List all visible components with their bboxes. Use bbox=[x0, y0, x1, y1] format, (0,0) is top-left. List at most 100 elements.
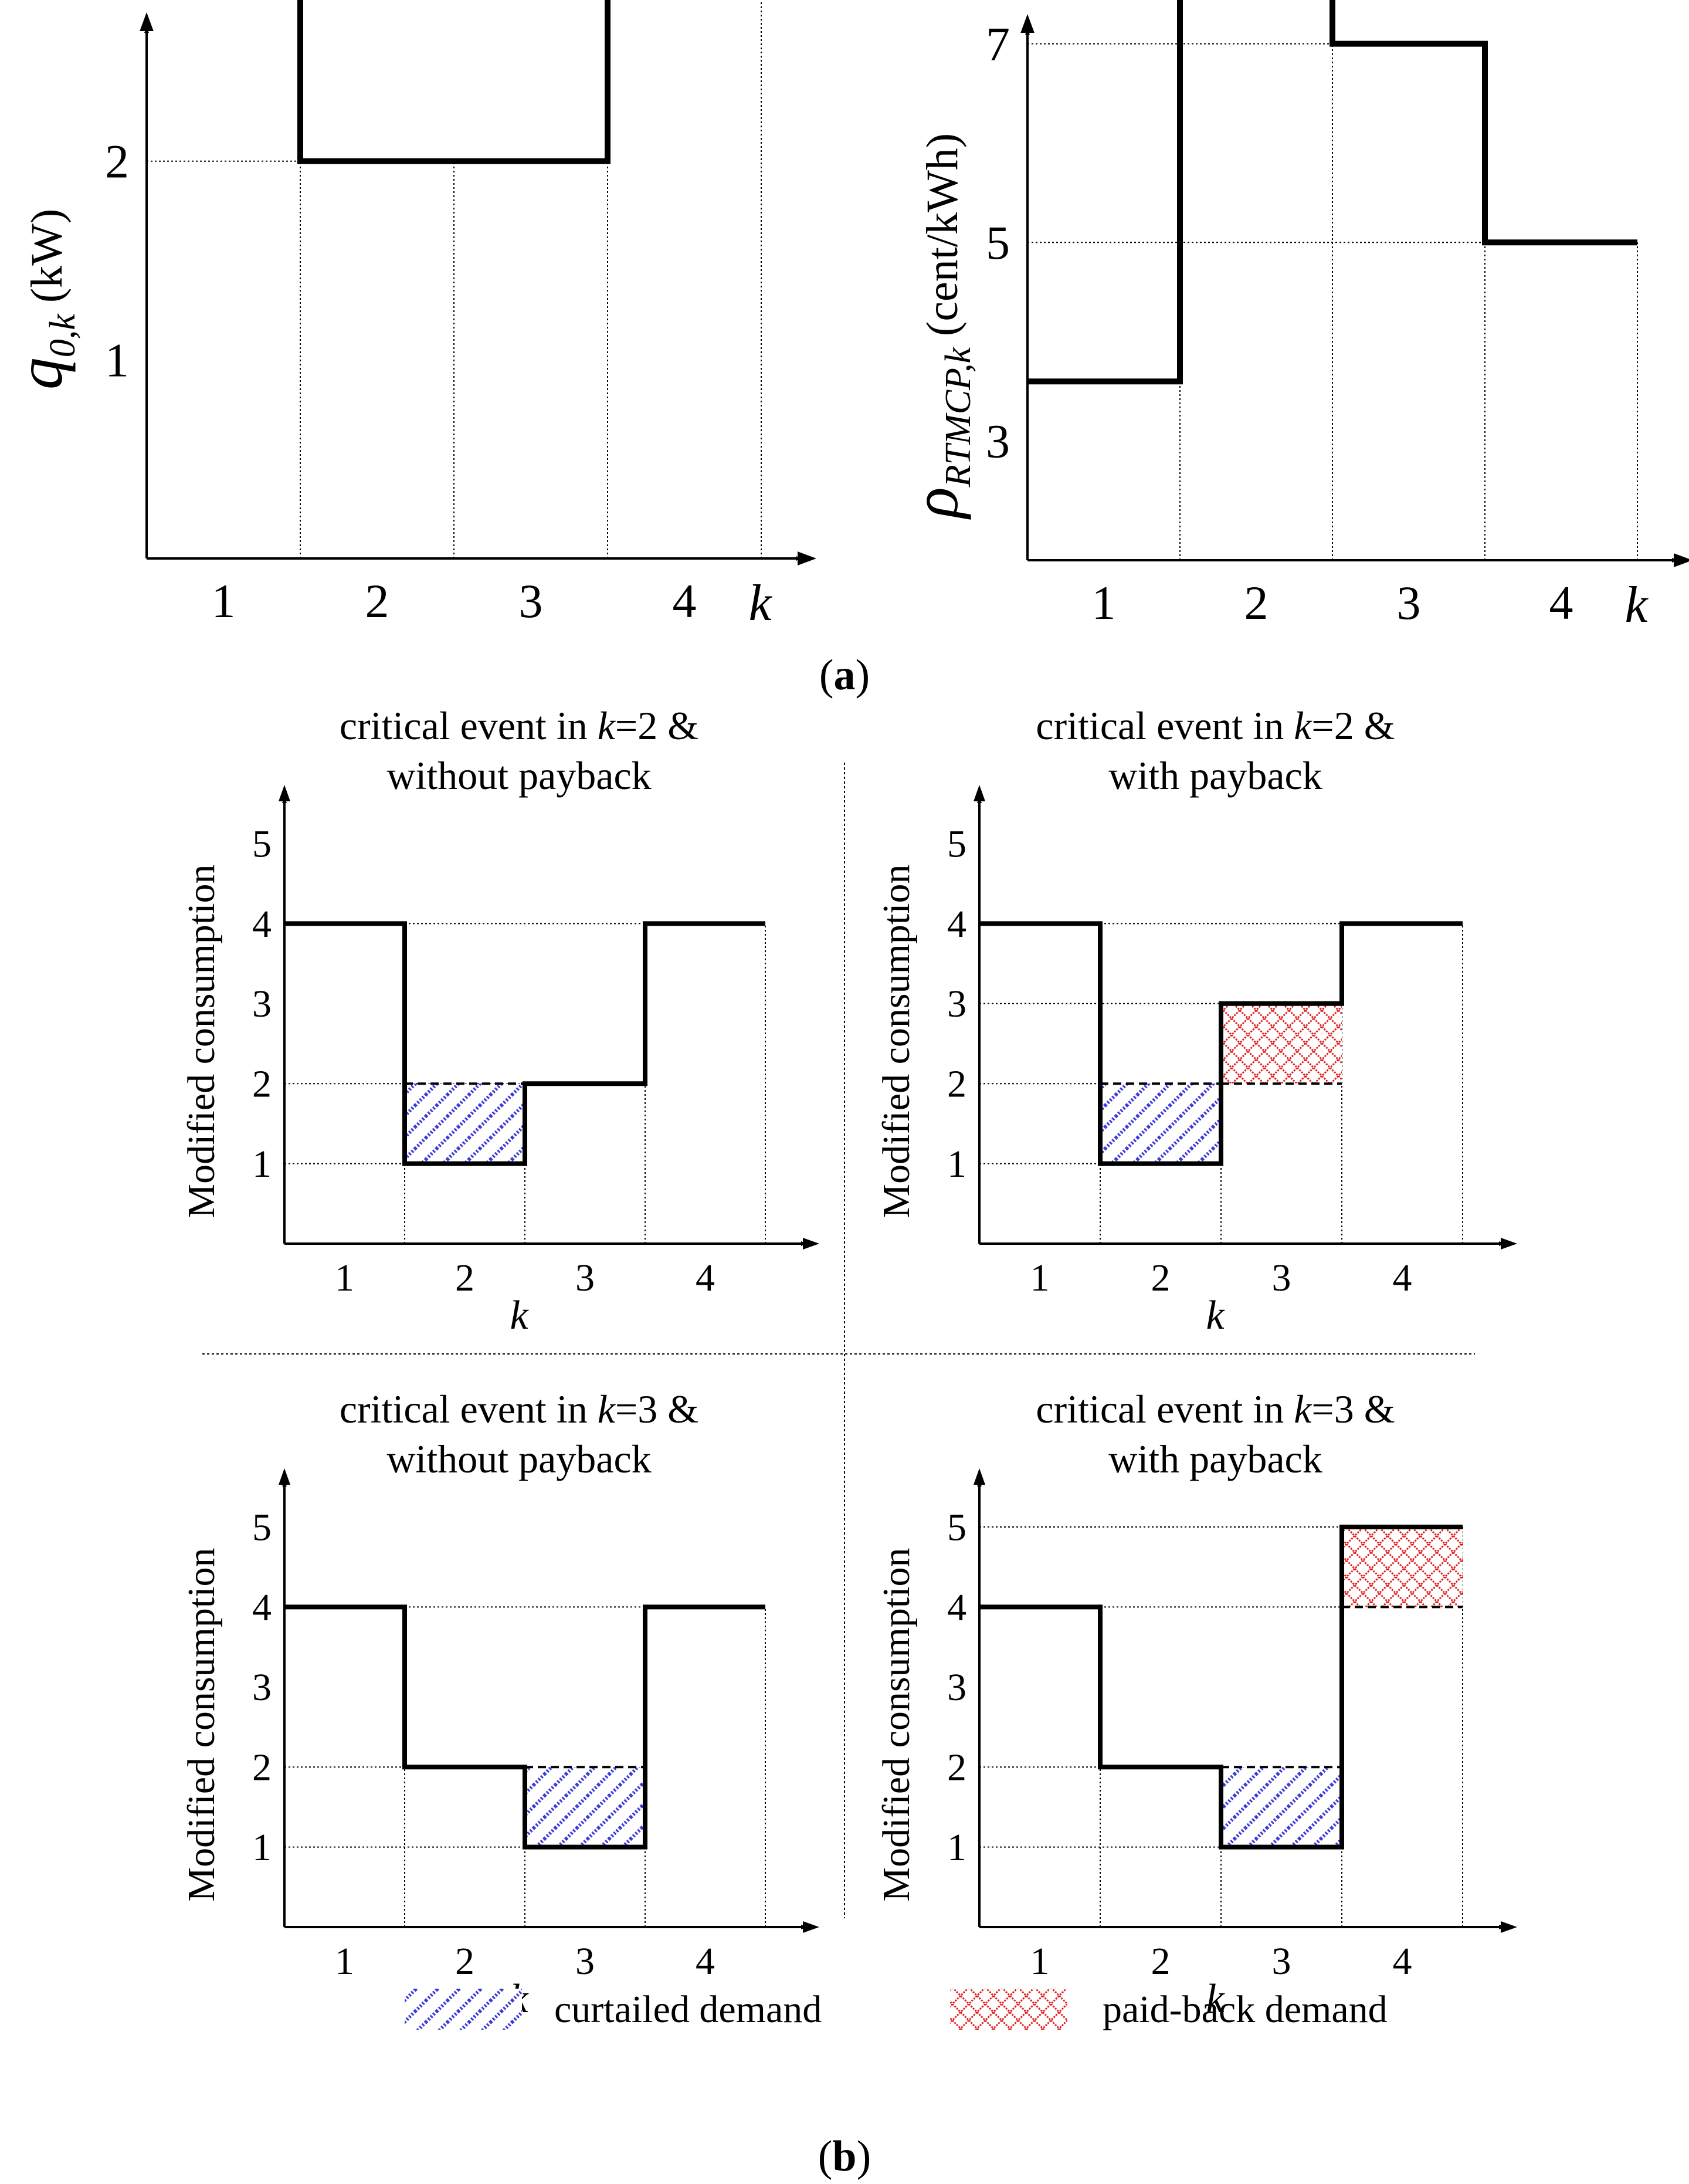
y-tick-label: 1 bbox=[252, 1143, 272, 1186]
y-axis-label: q0,k (kW) bbox=[4, 209, 83, 390]
legend-label-curtailed: curtailed demand bbox=[554, 1988, 822, 2031]
y-tick-label: 3 bbox=[986, 415, 1010, 468]
chart-k2-without: 1 2 3 4 k 1 2 3 4 5 Modified consumption critical e… bbox=[180, 703, 819, 1338]
x-axis-arrow bbox=[1501, 1238, 1517, 1250]
y-tick-label: 4 bbox=[252, 903, 272, 946]
x-tick-label: 2 bbox=[1244, 576, 1269, 629]
x-axis-arrow bbox=[803, 1921, 819, 1933]
series-step-line bbox=[284, 1604, 765, 1850]
y-axis-arrow bbox=[974, 1468, 985, 1485]
chart-k3-with: 1 2 3 4 k 1 2 3 4 5 Modified consumption critical e… bbox=[875, 1387, 1517, 2022]
y-axis-arrow bbox=[974, 785, 985, 801]
chart-title-line1: critical event in k=3 & bbox=[340, 1387, 698, 1431]
y-tick-label: 2 bbox=[947, 1063, 966, 1106]
x-tick-label: 2 bbox=[1151, 1940, 1171, 1983]
x-axis-label: k bbox=[1206, 1293, 1225, 1338]
y-tick-label: 4 bbox=[252, 1586, 272, 1629]
y-axis-label-unit: (kW) bbox=[22, 209, 72, 314]
legend: curtailed demand paid-back demand bbox=[405, 1988, 1388, 2031]
y-tick-label: 1 bbox=[105, 333, 129, 387]
x-tick-label: 4 bbox=[696, 1940, 715, 1983]
chart-k2-with: 1 2 3 4 k 1 2 3 4 5 Modified consumption critical e… bbox=[875, 703, 1517, 1338]
chart-k3-without: 1 2 3 4 k 1 2 3 4 5 Modified consumption critical e… bbox=[180, 1387, 819, 2022]
chart-price: 1234k3578ρRTMCP,k (cent/kWh) bbox=[900, 0, 1689, 634]
y-tick-label: 5 bbox=[252, 822, 272, 865]
x-axis-arrow bbox=[798, 551, 816, 566]
y-axis-arrow bbox=[279, 785, 290, 801]
chart-title-text: =3 & bbox=[615, 1387, 698, 1431]
chart-title-text: =2 & bbox=[1311, 703, 1395, 748]
chart-load: 1234k12345q0,k (kW) bbox=[4, 0, 816, 632]
y-axis-label: Modified consumption bbox=[180, 864, 223, 1218]
x-tick-label: 4 bbox=[1393, 1257, 1412, 1299]
y-axis-label: ρRTMCP,k (cent/kWh) bbox=[900, 133, 978, 520]
chart-title-text: critical event in bbox=[1036, 1387, 1294, 1431]
chart-title-line2: without payback bbox=[386, 1437, 651, 1481]
x-tick-label: 1 bbox=[212, 574, 236, 628]
curtailed-demand-area bbox=[525, 1767, 645, 1847]
y-tick-label: 1 bbox=[252, 1826, 272, 1869]
chart-title-k: k bbox=[598, 1387, 616, 1431]
x-tick-label: 3 bbox=[575, 1257, 595, 1299]
y-axis-label-symbol: ρ bbox=[900, 487, 971, 520]
chart-title-k: k bbox=[1294, 1387, 1312, 1431]
x-axis-arrow bbox=[1501, 1921, 1517, 1933]
chart-title-text: critical event in bbox=[340, 703, 598, 748]
x-tick-label: 2 bbox=[455, 1940, 474, 1983]
series-step-line bbox=[979, 1525, 1463, 1850]
x-tick-label: 2 bbox=[365, 574, 389, 628]
legend-swatch-curtailed bbox=[405, 1989, 522, 2030]
chart-title-text: =3 & bbox=[1311, 1387, 1395, 1431]
paidback-demand-area bbox=[1342, 1527, 1463, 1607]
y-tick-label: 2 bbox=[105, 135, 129, 188]
y-tick-label: 3 bbox=[947, 1666, 966, 1709]
x-tick-label: 1 bbox=[1030, 1940, 1050, 1983]
series-step-line bbox=[284, 921, 765, 1166]
x-tick-label: 3 bbox=[1272, 1257, 1291, 1299]
x-axis-label: k bbox=[1206, 1976, 1225, 2022]
y-tick-label: 5 bbox=[252, 1506, 272, 1549]
y-tick-label: 7 bbox=[986, 18, 1010, 71]
panel-a: 1234k12345q0,k (kW)1234k3578ρRTMCP,k (ce… bbox=[4, 0, 1689, 634]
chart-title-line1: critical event in k=2 & bbox=[1036, 703, 1395, 748]
chart-title-line2: with payback bbox=[1108, 1437, 1322, 1481]
y-tick-label: 2 bbox=[252, 1746, 272, 1789]
series-step-line bbox=[297, 0, 611, 164]
y-axis-arrow bbox=[1020, 14, 1035, 33]
y-tick-label: 5 bbox=[986, 216, 1010, 269]
y-axis-label: Modified consumption bbox=[875, 864, 918, 1218]
chart-title-text: =2 & bbox=[615, 703, 698, 748]
x-axis-label: k bbox=[1624, 577, 1649, 634]
x-axis-label: k bbox=[510, 1293, 529, 1338]
y-axis-label-subscript: 0,k bbox=[43, 313, 83, 358]
chart-title-text: critical event in bbox=[1036, 703, 1294, 748]
y-axis-label: Modified consumption bbox=[875, 1548, 918, 1901]
panel-b: 1 2 3 4 k 1 2 3 4 5 Modified consumption critical e… bbox=[180, 703, 1517, 2022]
y-axis-label-unit: (cent/kWh) bbox=[918, 133, 967, 347]
caption-a: (a) bbox=[819, 651, 870, 699]
y-tick-label: 1 bbox=[947, 1826, 966, 1869]
x-axis-label: k bbox=[748, 575, 772, 632]
chart-title-line2: with payback bbox=[1108, 753, 1322, 798]
chart-title-line1: critical event in k=3 & bbox=[1036, 1387, 1395, 1431]
y-axis-arrow bbox=[140, 12, 154, 31]
y-tick-label: 1 bbox=[947, 1143, 966, 1186]
legend-swatch-paidback bbox=[950, 1989, 1067, 2030]
x-tick-label: 1 bbox=[335, 1257, 354, 1299]
x-tick-label: 2 bbox=[1151, 1257, 1171, 1299]
y-tick-label: 2 bbox=[947, 1746, 966, 1789]
chart-title-k: k bbox=[1294, 703, 1312, 748]
x-tick-label: 3 bbox=[519, 574, 543, 628]
paidback-demand-area bbox=[1221, 1003, 1342, 1084]
chart-title-line1: critical event in k=2 & bbox=[340, 703, 698, 748]
caption-b: (b) bbox=[818, 2132, 871, 2180]
x-tick-label: 1 bbox=[1092, 576, 1116, 629]
curtailed-demand-area bbox=[1221, 1767, 1342, 1847]
y-tick-label: 4 bbox=[947, 1586, 966, 1629]
series-step-line bbox=[979, 921, 1463, 1166]
x-tick-label: 4 bbox=[673, 574, 697, 628]
y-tick-label: 3 bbox=[252, 983, 272, 1025]
x-tick-label: 3 bbox=[1397, 576, 1421, 629]
y-axis-arrow bbox=[279, 1468, 290, 1485]
y-tick-label: 3 bbox=[252, 1666, 272, 1709]
